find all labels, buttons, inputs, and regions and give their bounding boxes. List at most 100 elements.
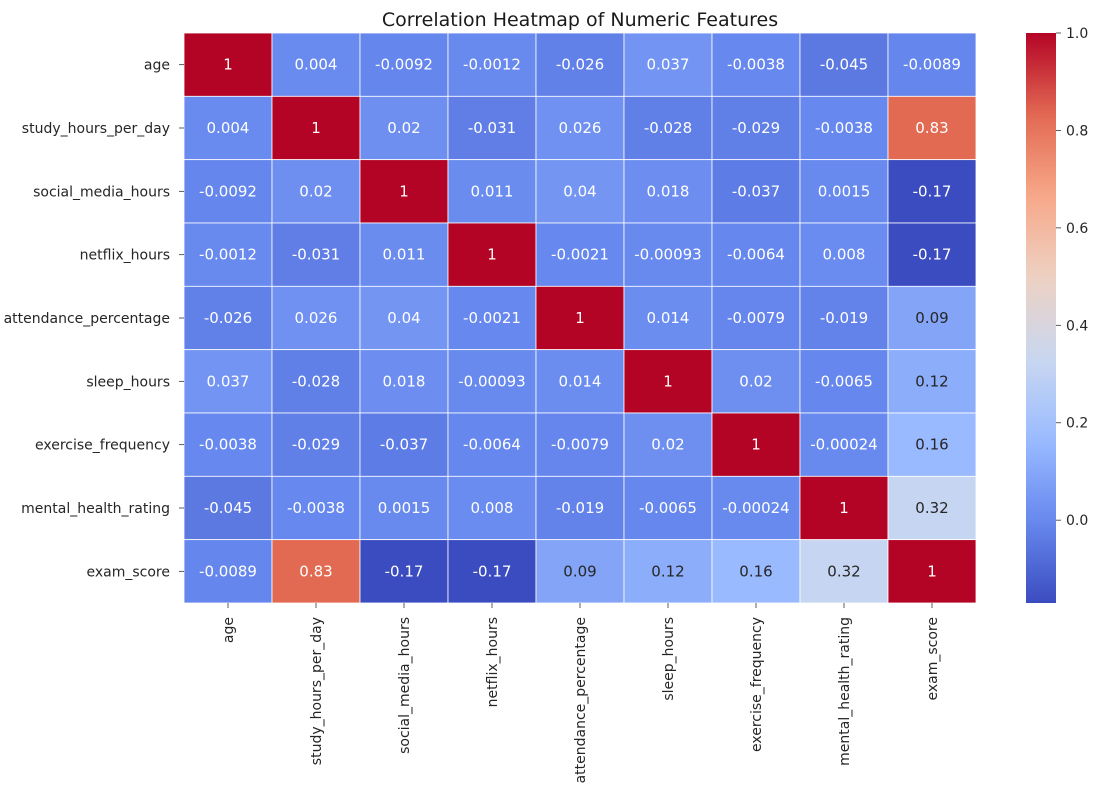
cell-value-label: 0.037: [647, 56, 690, 74]
cell-value-label: 1: [223, 56, 233, 74]
heatmap-cell: [359, 475, 449, 541]
cell-value-label: 0.16: [739, 562, 772, 580]
cell-value-label: 0.037: [207, 372, 250, 390]
heatmap-cell: [887, 539, 977, 604]
cell-value-label: -0.0064: [727, 246, 785, 264]
cell-value-label: 0.32: [827, 562, 860, 580]
colorbar: 0.0 0.2 0.4 0.6 0.8 1.0: [1026, 26, 1088, 603]
cell-value-label: -0.026: [204, 309, 252, 327]
heatmap-cell: [535, 159, 625, 224]
column-tick-label: age: [221, 617, 237, 643]
colorbar-tick-label: 0.4: [1066, 318, 1088, 334]
heatmap-annotations: 1 0.004 -0.0092 -0.0012 -0.026 0.037 -0.0038 -0…: [199, 56, 961, 581]
cell-value-label: 0.83: [299, 562, 332, 580]
column-tick-label: exam_score: [925, 617, 941, 701]
heatmap-cell: [887, 95, 977, 161]
cell-value-label: 1: [927, 562, 937, 580]
chart-title: Correlation Heatmap of Numeric Features: [382, 9, 778, 31]
cell-value-label: -0.00093: [458, 372, 525, 390]
cell-value-label: -0.0089: [199, 562, 257, 580]
heatmap-cell: [359, 412, 449, 477]
heatmap-cell: [535, 412, 625, 477]
cell-value-label: -0.029: [292, 436, 340, 454]
cell-value-label: -0.026: [556, 56, 604, 74]
heatmap-cell: [711, 412, 801, 477]
heatmap-cell: [447, 285, 537, 351]
heatmap-cell: [183, 32, 273, 97]
cell-value-label: 0.0015: [378, 499, 431, 517]
cell-value-label: 0.09: [563, 562, 596, 580]
cell-value-label: 0.0015: [818, 182, 871, 200]
column-tick-label: attendance_percentage: [573, 617, 589, 783]
row-tick-label: study_hours_per_day: [22, 121, 170, 137]
cell-value-label: 0.16: [915, 436, 948, 454]
cell-value-label: -0.0012: [463, 56, 521, 74]
heatmap-cell: [447, 159, 537, 224]
heatmap-cell: [623, 95, 713, 161]
cell-value-label: 0.018: [383, 372, 426, 390]
heatmap-cells: [183, 32, 977, 604]
cell-value-label: -0.028: [292, 372, 340, 390]
column-tick-label: exercise_frequency: [749, 617, 765, 752]
cell-value-label: -0.0065: [815, 372, 873, 390]
cell-value-label: 0.32: [915, 499, 948, 517]
heatmap-cell: [535, 95, 625, 161]
heatmap-cell: [447, 539, 537, 604]
cell-value-label: -0.17: [473, 562, 512, 580]
cell-value-label: -0.031: [292, 246, 340, 264]
heatmap-cell: [711, 539, 801, 604]
heatmap-cell: [535, 475, 625, 541]
cell-value-label: 0.09: [915, 309, 948, 327]
cell-value-label: 1: [487, 246, 497, 264]
cell-value-label: 0.02: [651, 436, 684, 454]
cell-value-label: 0.83: [915, 119, 948, 137]
heatmap-cell: [887, 159, 977, 224]
heatmap-cell: [623, 285, 713, 351]
cell-value-label: -0.045: [820, 56, 868, 74]
cell-value-label: -0.0021: [551, 246, 609, 264]
heatmap-cell: [183, 285, 273, 351]
cell-value-label: -0.17: [913, 182, 952, 200]
heatmap-cell: [799, 222, 889, 287]
column-tick-label: mental_health_rating: [837, 617, 853, 766]
cell-value-label: -0.037: [380, 436, 428, 454]
heatmap-cell: [183, 95, 273, 161]
cell-value-label: -0.0065: [639, 499, 697, 517]
colorbar-tick-label: 0.2: [1066, 416, 1088, 432]
row-tick-label: attendance_percentage: [4, 311, 170, 327]
heatmap-cell: [271, 159, 361, 224]
row-tick-label: exam_score: [87, 564, 171, 580]
heatmap-cell: [799, 32, 889, 97]
heatmap-cell: [887, 475, 977, 541]
cell-value-label: -0.0092: [199, 182, 257, 200]
heatmap-cell: [183, 475, 273, 541]
row-tick-label: sleep_hours: [86, 374, 170, 390]
heatmap-cell: [447, 32, 537, 97]
heatmap-cell: [447, 349, 537, 414]
heatmap-cell: [799, 95, 889, 161]
heatmap-cell: [183, 222, 273, 287]
heatmap-cell: [623, 32, 713, 97]
heatmap-cell: [359, 32, 449, 97]
column-tick-label: netflix_hours: [485, 617, 501, 707]
cell-value-label: 0.02: [299, 182, 332, 200]
heatmap-cell: [183, 159, 273, 224]
heatmap-cell: [535, 539, 625, 604]
cell-value-label: -0.00093: [634, 246, 701, 264]
cell-value-label: -0.0079: [727, 309, 785, 327]
cell-value-label: -0.037: [732, 182, 780, 200]
heatmap-cell: [887, 349, 977, 414]
heatmap-cell: [535, 32, 625, 97]
cell-value-label: 0.014: [647, 309, 690, 327]
column-tick-label: study_hours_per_day: [309, 617, 325, 765]
cell-value-label: 1: [839, 499, 849, 517]
cell-value-label: 0.026: [559, 119, 602, 137]
cell-value-label: -0.0064: [463, 436, 521, 454]
cell-value-label: 0.026: [295, 309, 338, 327]
cell-value-label: 0.008: [471, 499, 514, 517]
heatmap-cell: [447, 222, 537, 287]
cell-value-label: -0.0012: [199, 246, 257, 264]
heatmap-cell: [359, 539, 449, 604]
heatmap-cell: [887, 285, 977, 351]
cell-value-label: 1: [311, 119, 321, 137]
